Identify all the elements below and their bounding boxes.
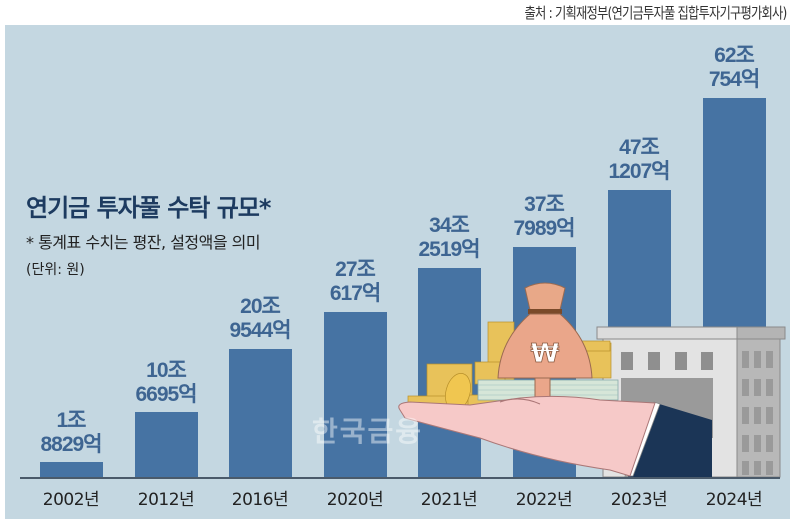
- value-label-2020: 27조 617억: [329, 258, 381, 305]
- value-label-2012: 10조 6695억: [135, 359, 197, 406]
- chart-note: * 통계표 수치는 평잔, 설정액을 의미: [26, 233, 261, 252]
- value-label-2021: 34조 2519억: [418, 214, 480, 261]
- chart-title: 연기금 투자풀 수탁 규모*: [26, 194, 271, 222]
- value-label-2002: 1조 8829억: [40, 409, 102, 456]
- x-axis-baseline: [20, 477, 780, 479]
- bar-2002: [40, 462, 103, 477]
- watermark: 한국금융: [312, 415, 424, 448]
- bar-2016: [229, 349, 292, 477]
- open-hand-icon: [398, 395, 656, 477]
- x-label-2023: 2023년: [610, 490, 668, 510]
- value-label-2024: 62조 754억: [708, 44, 760, 91]
- x-label-2016: 2016년: [231, 490, 289, 510]
- x-label-2012: 2012년: [137, 490, 195, 510]
- bar-2020: [324, 312, 387, 477]
- chart-unit: (단위: 원): [26, 262, 85, 278]
- svg-text:₩: ₩: [531, 339, 560, 369]
- x-label-2022: 2022년: [515, 490, 573, 510]
- x-label-2020: 2020년: [326, 490, 384, 510]
- bar-2012: [135, 412, 198, 477]
- x-label-2002: 2002년: [42, 490, 100, 510]
- x-label-2024: 2024년: [705, 490, 763, 510]
- source-caption: 출처 : 기획재정부(연기금투자풀 집합투자기구평가회사): [524, 4, 787, 22]
- value-label-2023: 47조 1207억: [608, 136, 670, 183]
- x-label-2021: 2021년: [420, 490, 478, 510]
- value-label-2022: 37조 7989억: [513, 193, 575, 240]
- money-bag-won-icon: ₩: [497, 282, 593, 415]
- value-label-2016: 20조 9544억: [229, 295, 291, 342]
